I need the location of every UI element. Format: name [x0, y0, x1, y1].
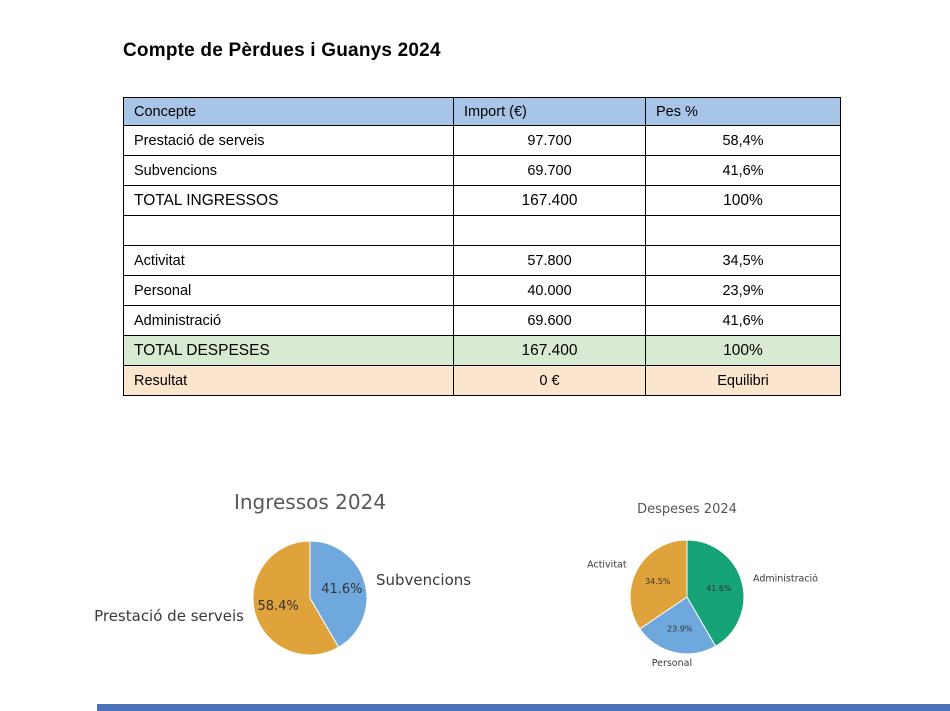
bottom-blue-strip: [97, 704, 950, 711]
table-cell: TOTAL INGRESSOS: [123, 185, 454, 216]
pie-label-administraci: Administració: [753, 574, 818, 585]
table-cell: 41,6%: [645, 305, 841, 336]
table-cell: Subvencions: [123, 155, 454, 186]
table-row: Personal 40.000 23,9%: [123, 275, 841, 306]
header-cell-concepte: Concepte: [123, 97, 454, 126]
table-row: Prestació de serveis 97.700 58,4%: [123, 125, 841, 156]
table-cell: Resultat: [123, 365, 454, 396]
table-cell: Prestació de serveis: [123, 125, 454, 156]
table-cell: [123, 215, 454, 246]
ingressos-chart: Ingressos 2024 58.4% Prestació de serveis…: [60, 490, 560, 690]
table-row: [123, 215, 841, 246]
table-row: Activitat 57.800 34,5%: [123, 245, 841, 276]
header-cell-pes: Pes %: [645, 97, 841, 126]
table-cell: 23,9%: [645, 275, 841, 306]
table-cell: 97.700: [453, 125, 646, 156]
table-cell: 100%: [645, 185, 841, 216]
pie-label-prestaci-de-serveis: Prestació de serveis: [94, 607, 244, 625]
pie-slice-administraci: [686, 539, 745, 647]
header-cell-import: Import (€): [453, 97, 646, 126]
table-cell: Administració: [123, 305, 454, 336]
pie-label-personal: Personal: [652, 658, 692, 669]
table-cell: 167.400: [453, 185, 646, 216]
pie-pct-label-subvencions: 41.6%: [321, 582, 362, 597]
table-row: Resultat 0 € Equilibri: [123, 365, 841, 396]
pie-pct-label-personal: 23.9%: [667, 625, 693, 634]
table-cell: Activitat: [123, 245, 454, 276]
ingressos-chart-title: Ingressos 2024: [233, 490, 387, 514]
pie-slice-personal: [639, 596, 717, 655]
pie-pct-label-activitat: 34.5%: [645, 577, 671, 586]
table-cell: 58,4%: [645, 125, 841, 156]
pl-table-body: Prestació de serveis 97.700 58,4% Subvencio…: [123, 125, 841, 396]
table-cell: Equilibri: [645, 365, 841, 396]
table-row: TOTAL DESPESES 167.400 100%: [123, 335, 841, 366]
pie-label-activitat: Activitat: [587, 560, 627, 571]
despeses-pie: 34.5% Activitat 23.9% Personal 41.6% Administ…: [587, 539, 818, 669]
pie-slice-activitat: [629, 539, 688, 630]
table-cell: [645, 215, 841, 246]
pie-slice-prestaci-de-serveis: [252, 540, 340, 656]
table-cell: [453, 215, 646, 246]
pie-pct-label-prestaci-de-serveis: 58.4%: [257, 599, 298, 614]
pie-slice-subvencions: [309, 540, 368, 648]
table-cell: 40.000: [453, 275, 646, 306]
table-cell: 57.800: [453, 245, 646, 276]
table-cell: 100%: [645, 335, 841, 366]
despeses-chart-title: Despeses 2024: [637, 502, 737, 517]
table-row: TOTAL INGRESSOS 167.400 100%: [123, 185, 841, 216]
pie-label-subvencions: Subvencions: [376, 571, 471, 589]
table-cell: Personal: [123, 275, 454, 306]
table-header-row: Concepte Import (€) Pes %: [123, 97, 841, 126]
table-cell: 69.600: [453, 305, 646, 336]
table-cell: 41,6%: [645, 155, 841, 186]
ingressos-pie: 58.4% Prestació de serveis 41.6% Subvencion…: [94, 540, 471, 656]
page-title: Compte de Pèrdues i Guanys 2024: [123, 40, 441, 61]
table-row: Administració 69.600 41,6%: [123, 305, 841, 336]
table-cell: 69.700: [453, 155, 646, 186]
profit-loss-table: Concepte Import (€) Pes % Prestació de s…: [123, 97, 841, 396]
table-cell: 34,5%: [645, 245, 841, 276]
table-cell: 0 €: [453, 365, 646, 396]
table-row: Subvencions 69.700 41,6%: [123, 155, 841, 186]
table-cell: 167.400: [453, 335, 646, 366]
pie-pct-label-administraci: 41.6%: [706, 584, 732, 593]
despeses-chart: Despeses 2024 34.5% Activitat 23.9% Persona…: [560, 502, 880, 692]
table-cell: TOTAL DESPESES: [123, 335, 454, 366]
